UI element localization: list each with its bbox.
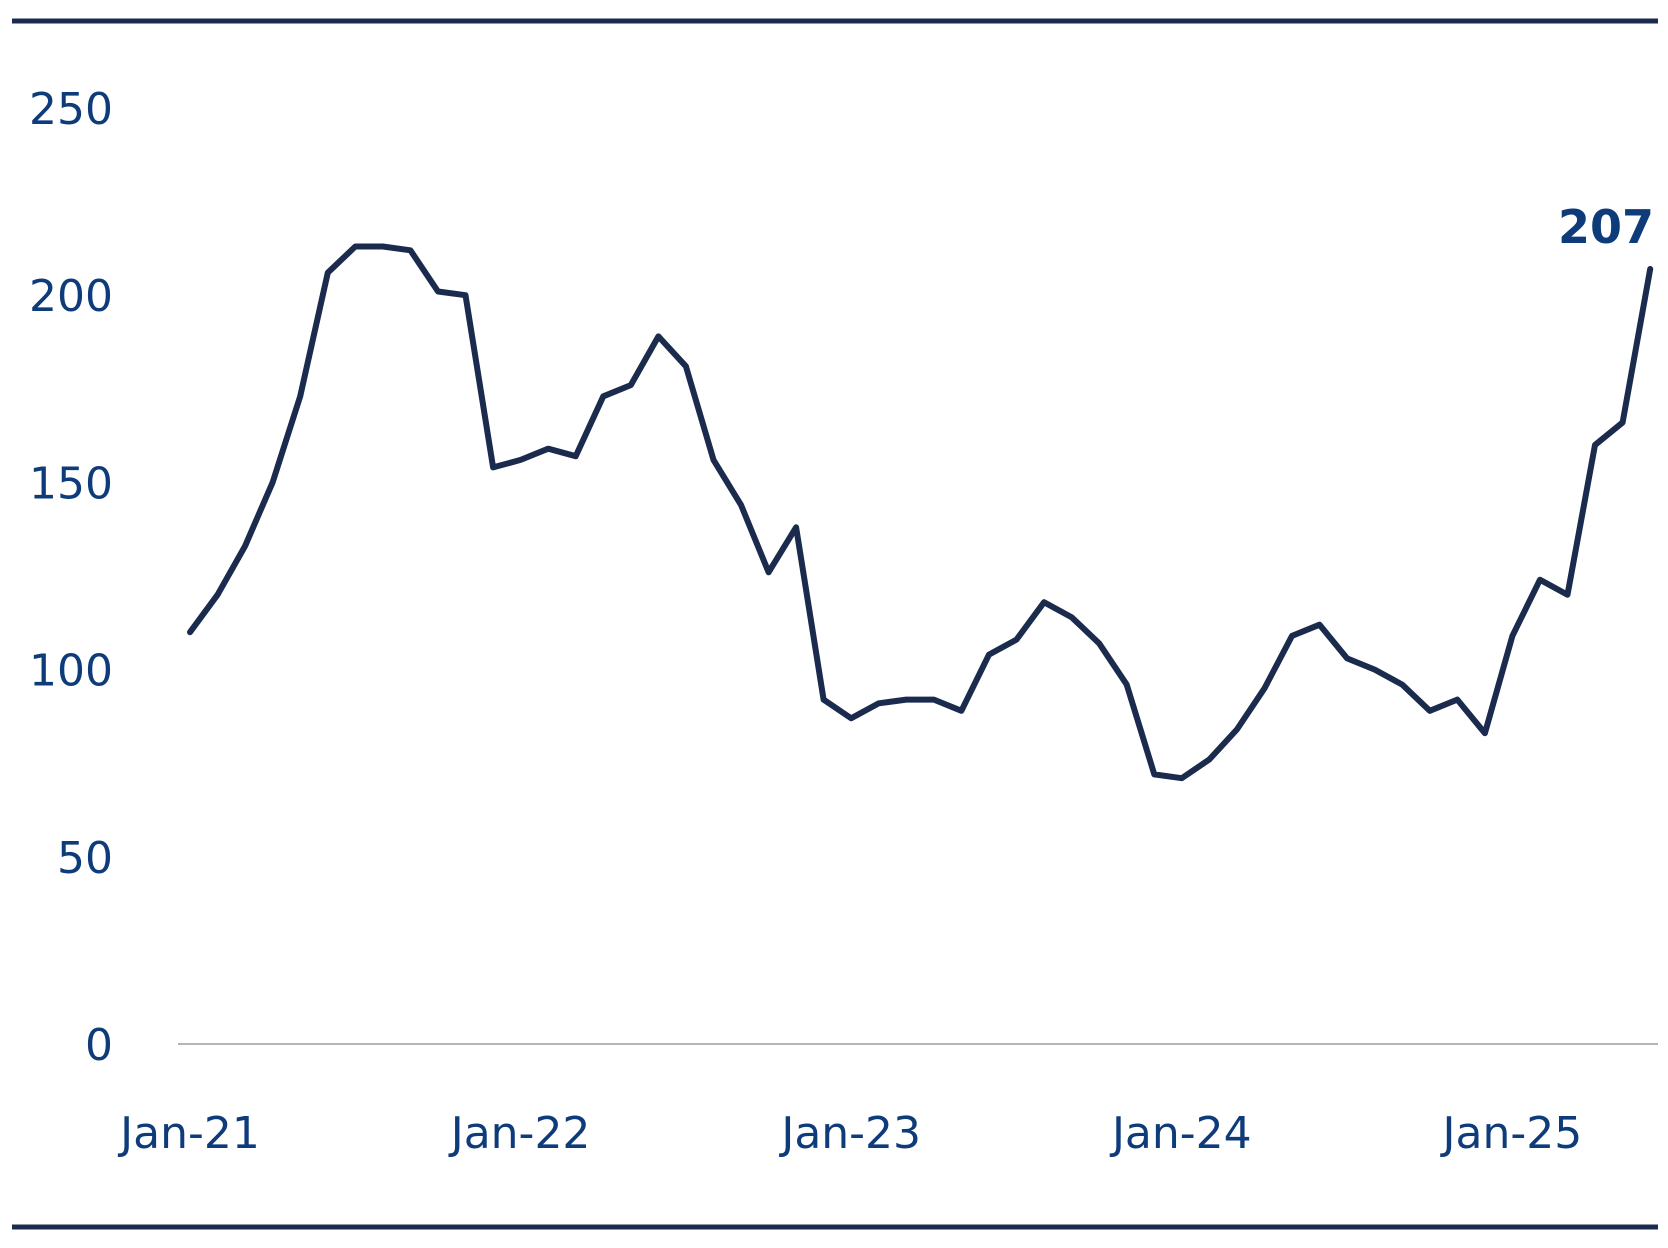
data-point <box>1454 697 1460 703</box>
y-axis-tick-labels: 0 50 100 150 200 250 <box>29 84 113 1071</box>
y-tick-label: 50 <box>57 833 113 884</box>
data-point <box>1096 640 1102 646</box>
data-point <box>903 697 909 703</box>
data-point <box>573 453 579 459</box>
data-point <box>352 244 358 250</box>
data-point <box>215 592 221 598</box>
data-point <box>1289 633 1295 639</box>
data-point <box>1317 622 1323 628</box>
end-value-label: 207 <box>1558 200 1654 254</box>
y-tick-label: 200 <box>29 271 113 322</box>
data-point <box>876 700 882 706</box>
data-point <box>1262 685 1268 691</box>
data-point <box>1509 633 1515 639</box>
data-point <box>1206 757 1212 763</box>
data-point <box>655 333 661 339</box>
data-point <box>1179 775 1185 781</box>
data-point <box>270 479 276 485</box>
data-point <box>1399 682 1405 688</box>
y-tick-label: 0 <box>85 1020 113 1071</box>
data-point <box>325 270 331 276</box>
data-point <box>711 457 717 463</box>
data-point <box>545 446 551 452</box>
y-tick-label: 250 <box>29 84 113 135</box>
data-point <box>821 697 827 703</box>
data-point <box>187 629 193 635</box>
data-point <box>931 697 937 703</box>
x-tick-label: Jan-24 <box>1109 1108 1252 1159</box>
data-point <box>1592 442 1598 448</box>
data-point <box>1041 599 1047 605</box>
data-point <box>380 244 386 250</box>
x-tick-label: Jan-21 <box>117 1108 260 1159</box>
data-point <box>463 292 469 298</box>
data-point <box>518 457 524 463</box>
data-point <box>1565 592 1571 598</box>
data-point <box>1014 637 1020 643</box>
data-point <box>1647 266 1653 272</box>
data-point <box>766 569 772 575</box>
y-tick-label: 150 <box>29 458 113 509</box>
data-point <box>435 289 441 295</box>
data-point <box>1234 727 1240 733</box>
data-point <box>600 393 606 399</box>
data-point <box>407 247 413 253</box>
data-point <box>1124 682 1130 688</box>
x-tick-label: Jan-23 <box>778 1108 921 1159</box>
data-point <box>1151 771 1157 777</box>
data-point <box>1537 577 1543 583</box>
data-point <box>1372 667 1378 673</box>
data-point <box>848 715 854 721</box>
x-tick-label: Jan-22 <box>448 1108 591 1159</box>
data-point <box>683 363 689 369</box>
data-point <box>1482 730 1488 736</box>
x-axis-tick-labels: Jan-21 Jan-22 Jan-23 Jan-24 Jan-25 <box>117 1108 1582 1159</box>
data-point <box>242 543 248 549</box>
data-point <box>958 708 964 714</box>
data-point <box>297 393 303 399</box>
x-tick-label: Jan-25 <box>1440 1108 1583 1159</box>
data-point <box>1427 708 1433 714</box>
data-point <box>490 464 496 470</box>
data-point <box>1620 420 1626 426</box>
data-point <box>1069 614 1075 620</box>
data-point <box>738 502 744 508</box>
data-point <box>628 382 634 388</box>
data-point <box>793 524 799 530</box>
data-point <box>986 652 992 658</box>
series-line <box>187 243 1654 782</box>
data-point <box>1344 655 1350 661</box>
y-tick-label: 100 <box>29 646 113 697</box>
